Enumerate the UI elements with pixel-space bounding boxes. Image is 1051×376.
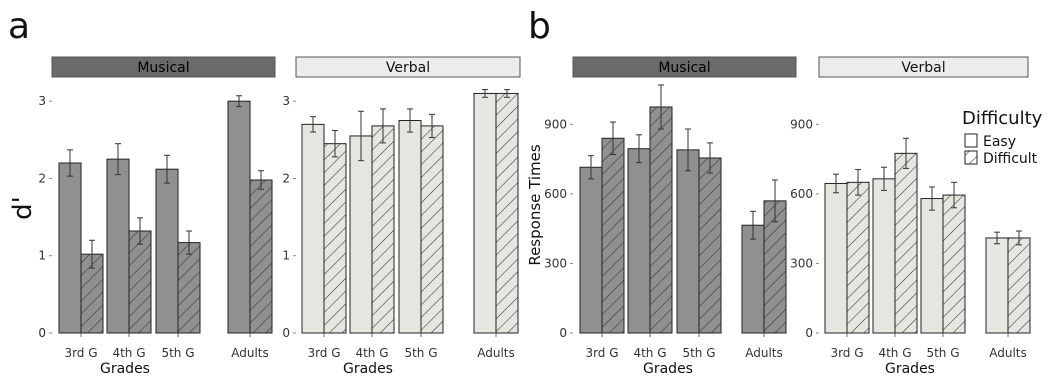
- bar-a-musical-difficult-1: [128, 230, 152, 334]
- y-tick-label-b-verbal-2: 600: [790, 187, 813, 201]
- x-tick-label-a-verbal-0: 3rd G: [307, 346, 340, 360]
- y-tick-label-a-musical-0: 0: [38, 326, 46, 340]
- y-tick-label-b-musical-0: 0: [559, 326, 567, 340]
- panel-letter-b: b: [528, 6, 551, 47]
- bar-b-verbal-difficult-1: [894, 152, 918, 334]
- bar-b-verbal-difficult-3: [1007, 237, 1031, 334]
- x-tick-label-a-musical-3: Adults: [231, 346, 269, 360]
- bar-a-musical-easy-2: [155, 168, 179, 334]
- bar-b-musical-easy-3: [741, 224, 765, 334]
- bar-a-musical-easy-1: [106, 158, 130, 334]
- facet-panels: Musical 0 1 2 3 3rd G 4th G 5th G Adults Verbal 0 1…: [38, 56, 1031, 360]
- x-tick-label-b-verbal-2: 5th G: [926, 346, 959, 360]
- y-tick-label-b-musical-2: 600: [544, 187, 567, 201]
- y-axis-title-b: Response Times: [526, 144, 544, 266]
- facet-title-a-musical: Musical: [137, 60, 189, 76]
- x-tick-label-a-verbal-2: 5th G: [404, 346, 437, 360]
- facet-b-verbal: Verbal 0 300 600 900 3rd G 4th G 5th G Adults: [790, 56, 1031, 360]
- facet-a-musical: Musical 0 1 2 3 3rd G 4th G 5th G Adults: [38, 56, 276, 360]
- bar-b-verbal-easy-2: [920, 198, 944, 334]
- x-tick-label-b-musical-1: 4th G: [633, 346, 666, 360]
- y-tick-label-a-musical-1: 1: [38, 249, 46, 263]
- y-tick-label-a-verbal-3: 3: [282, 94, 290, 108]
- bar-b-verbal-easy-0: [824, 182, 848, 334]
- legend-key-difficult: [964, 150, 978, 165]
- y-tick-label-b-musical-1: 300: [544, 256, 567, 270]
- bar-a-musical-easy-3: [227, 100, 251, 334]
- legend-title: Difficulty: [962, 108, 1043, 129]
- x-tick-label-b-musical-0: 3rd G: [585, 346, 618, 360]
- x-tick-label-b-musical-2: 5th G: [682, 346, 715, 360]
- x-tick-label-b-musical-3: Adults: [745, 346, 783, 360]
- bar-a-verbal-easy-1: [349, 135, 373, 334]
- bar-b-verbal-difficult-0: [846, 181, 870, 334]
- bar-b-musical-easy-0: [579, 166, 603, 334]
- x-axis-title-a-verbal: Grades: [343, 361, 393, 376]
- x-tick-label-b-verbal-0: 3rd G: [830, 346, 863, 360]
- x-axis-title-a-musical: Grades: [100, 361, 150, 376]
- y-tick-label-b-verbal-3: 900: [790, 117, 813, 131]
- y-tick-label-a-musical-2: 2: [38, 171, 46, 185]
- bar-b-musical-difficult-1: [649, 106, 673, 334]
- bar-a-musical-difficult-2: [177, 242, 201, 334]
- panel-letter-a: a: [8, 6, 30, 47]
- x-tick-label-a-musical-0: 3rd G: [64, 346, 97, 360]
- bar-a-verbal-easy-2: [398, 120, 422, 334]
- bar-a-musical-easy-0: [58, 162, 82, 334]
- bar-a-verbal-difficult-3: [495, 92, 519, 334]
- facet-strip-b-musical: [572, 56, 797, 78]
- bar-b-musical-difficult-2: [698, 157, 722, 334]
- facet-strip-a-musical: [51, 56, 276, 78]
- facet-title-a-verbal: Verbal: [386, 60, 430, 76]
- y-axis-title-a: d': [8, 196, 38, 220]
- legend-label-easy: Easy: [983, 134, 1016, 150]
- bar-a-verbal-easy-3: [473, 92, 497, 334]
- y-tick-label-a-verbal-2: 2: [282, 171, 290, 185]
- bar-a-verbal-difficult-0: [323, 143, 347, 334]
- bar-a-verbal-difficult-1: [371, 125, 395, 334]
- legend-label-difficult: Difficult: [983, 151, 1038, 167]
- bar-a-musical-difficult-3: [249, 179, 273, 334]
- x-tick-label-a-musical-1: 4th G: [112, 346, 145, 360]
- y-tick-label-b-verbal-1: 300: [790, 256, 813, 270]
- y-tick-label-b-musical-3: 900: [544, 117, 567, 131]
- x-tick-label-b-verbal-1: 4th G: [878, 346, 911, 360]
- y-tick-label-a-verbal-0: 0: [282, 326, 290, 340]
- legend: Difficulty Easy Difficult: [962, 108, 1043, 167]
- y-tick-label-a-musical-3: 3: [38, 94, 46, 108]
- facet-title-b-verbal: Verbal: [901, 60, 945, 76]
- bar-b-musical-easy-2: [676, 149, 700, 334]
- facet-title-b-musical: Musical: [658, 60, 710, 76]
- bar-b-musical-easy-1: [627, 148, 651, 334]
- bar-b-verbal-difficult-2: [942, 194, 966, 334]
- facet-a-verbal: Verbal 0 1 2 3 3rd G 4th G 5th G Adults: [282, 56, 521, 360]
- x-tick-label-a-verbal-1: 4th G: [355, 346, 388, 360]
- y-tick-label-b-verbal-0: 0: [805, 326, 813, 340]
- x-axis-title-b-musical: Grades: [643, 361, 693, 376]
- x-tick-label-a-musical-2: 5th G: [161, 346, 194, 360]
- bar-b-musical-difficult-0: [601, 137, 625, 334]
- facet-b-musical: Musical 0 300 600 900 3rd G 4th G 5th G Adults: [544, 56, 797, 360]
- bar-a-verbal-easy-0: [301, 123, 325, 334]
- x-tick-label-a-verbal-3: Adults: [477, 346, 515, 360]
- bar-b-verbal-easy-3: [985, 237, 1009, 334]
- x-axis-title-b-verbal: Grades: [885, 361, 935, 376]
- facet-strip-a-verbal: [295, 56, 521, 78]
- facet-strip-b-verbal: [818, 56, 1029, 78]
- y-tick-label-a-verbal-1: 1: [282, 249, 290, 263]
- x-tick-label-b-verbal-3: Adults: [989, 346, 1027, 360]
- bar-a-verbal-difficult-2: [420, 125, 444, 334]
- bar-b-verbal-easy-1: [872, 178, 896, 334]
- legend-key-easy: [964, 133, 978, 148]
